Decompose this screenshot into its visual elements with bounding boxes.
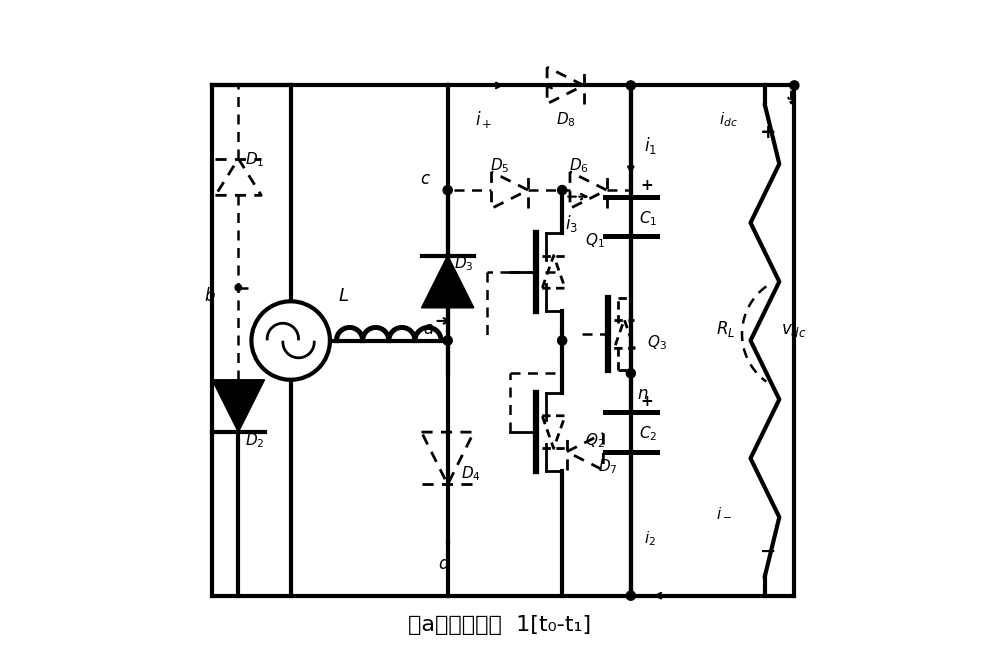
Text: $Q_2$: $Q_2$ <box>585 432 605 450</box>
Text: $C_1$: $C_1$ <box>639 209 657 228</box>
Text: $v_{dc}$: $v_{dc}$ <box>781 321 807 339</box>
Text: （a）工作模态  1[t₀-t₁]: （a）工作模态 1[t₀-t₁] <box>408 615 592 635</box>
Text: $D_3$: $D_3$ <box>454 255 474 273</box>
Text: −: − <box>641 446 654 462</box>
Text: $b$: $b$ <box>204 287 215 305</box>
Text: $d$: $d$ <box>438 556 451 574</box>
Text: $D_5$: $D_5$ <box>490 156 510 175</box>
Text: −: − <box>641 230 654 245</box>
Text: $D_7$: $D_7$ <box>598 458 618 476</box>
Text: $R_L$: $R_L$ <box>716 319 735 339</box>
Text: +: + <box>760 123 776 142</box>
Text: −: − <box>760 541 776 560</box>
Circle shape <box>626 81 635 90</box>
Circle shape <box>558 336 567 345</box>
Text: +: + <box>641 178 654 193</box>
Text: $n$: $n$ <box>637 385 649 403</box>
Text: $D_8$: $D_8$ <box>556 111 575 130</box>
Circle shape <box>790 81 799 90</box>
Text: $i_1$: $i_1$ <box>644 135 657 156</box>
Text: $Q_1$: $Q_1$ <box>585 232 605 250</box>
Circle shape <box>626 591 635 601</box>
Text: +: + <box>641 394 654 409</box>
Circle shape <box>626 369 635 378</box>
Text: $i_2$: $i_2$ <box>644 529 656 548</box>
Polygon shape <box>212 380 265 432</box>
Text: $D_1$: $D_1$ <box>245 150 264 168</box>
Text: $a$: $a$ <box>423 320 435 338</box>
Text: $L$: $L$ <box>338 287 348 305</box>
Text: $i_-$: $i_-$ <box>716 505 732 520</box>
Text: $i_s$: $i_s$ <box>448 281 459 299</box>
Text: $D_6$: $D_6$ <box>569 156 588 175</box>
Circle shape <box>235 285 242 291</box>
Text: $i_3$: $i_3$ <box>565 213 579 234</box>
Polygon shape <box>422 255 474 308</box>
Text: $i_+$: $i_+$ <box>475 109 492 130</box>
Text: $Q_3$: $Q_3$ <box>647 333 667 352</box>
Text: $c$: $c$ <box>420 170 431 188</box>
Circle shape <box>443 186 452 194</box>
Text: $D_2$: $D_2$ <box>245 432 264 450</box>
Text: $D_4$: $D_4$ <box>461 464 481 482</box>
Text: $C_2$: $C_2$ <box>639 425 657 444</box>
Circle shape <box>443 336 452 345</box>
Circle shape <box>558 186 567 194</box>
Text: $i_{dc}$: $i_{dc}$ <box>719 111 738 130</box>
